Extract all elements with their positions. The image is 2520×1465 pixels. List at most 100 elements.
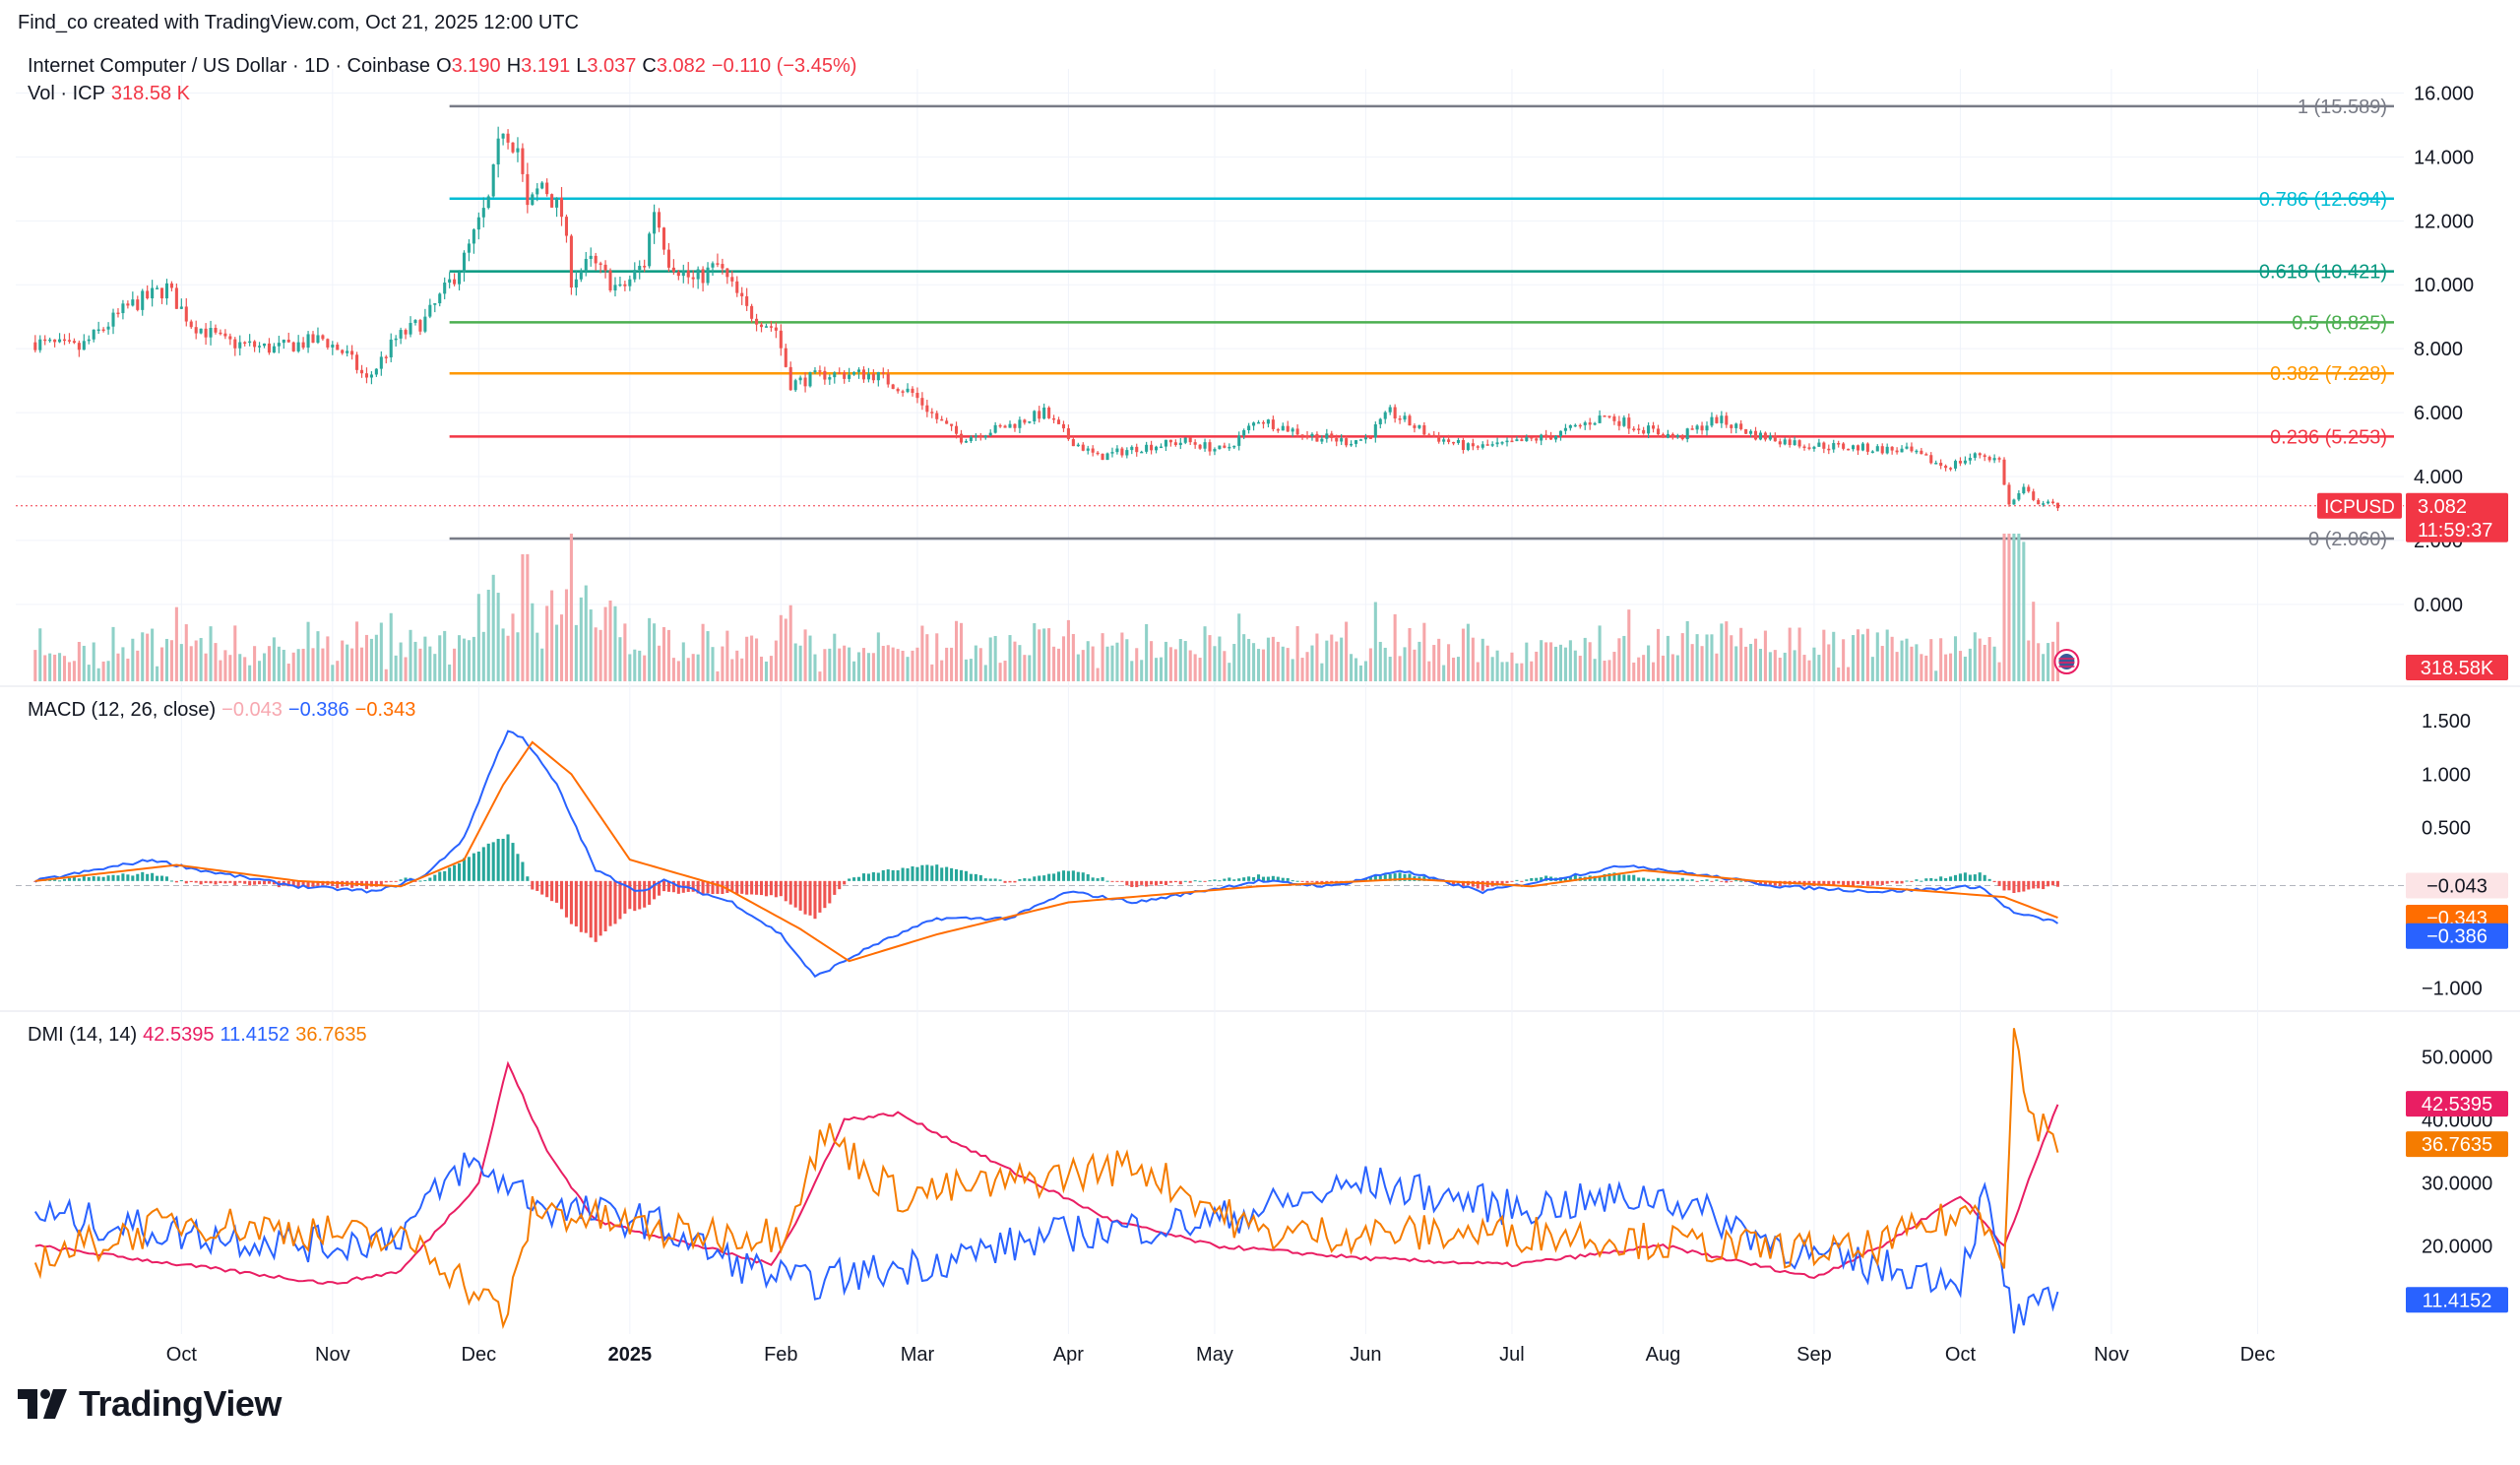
volume-bar	[896, 649, 900, 681]
macd-histogram-bar	[1797, 880, 1801, 884]
macd-histogram-bar	[1827, 880, 1831, 886]
macd-histogram-bar	[1145, 880, 1149, 887]
macd-histogram-bar	[1832, 880, 1836, 886]
volume-bar	[750, 635, 754, 681]
macd-histogram-bar	[248, 880, 252, 886]
volume-bar	[286, 664, 290, 681]
candle-body	[1978, 453, 1982, 456]
macd-histogram-bar	[1944, 877, 1948, 881]
volume-bar	[540, 648, 544, 681]
candle-body	[1398, 418, 1402, 420]
candle-body	[706, 267, 710, 284]
candle-body	[1286, 425, 1290, 432]
macd-histogram-bar	[92, 876, 95, 881]
candle-body	[2017, 492, 2021, 500]
volume-bar	[418, 648, 422, 681]
volume-bar	[1383, 647, 1387, 681]
macd-histogram-bar	[643, 880, 647, 908]
volume-bar	[467, 640, 471, 681]
macd-histogram-bar	[861, 873, 866, 881]
candle-body	[1427, 434, 1431, 436]
candle-body	[1647, 425, 1651, 434]
macd-histogram-bar	[501, 838, 505, 881]
legend-dmi[interactable]: DMI (14, 14) 42.5395 11.4152 36.7635	[28, 1024, 373, 1047]
candle-body	[253, 341, 257, 348]
volume-bar	[2032, 602, 2036, 681]
candle-body	[1476, 446, 1480, 448]
candle-body	[1368, 437, 1372, 439]
candle-body	[1247, 425, 1251, 431]
volume-bar	[798, 645, 802, 681]
tradingview-logo[interactable]: TradingView	[18, 1383, 282, 1425]
volume-bar	[1725, 621, 1729, 681]
candle-body	[511, 142, 515, 153]
volume-bar	[156, 666, 159, 681]
macd-histogram-bar	[1734, 880, 1738, 882]
volume-bar	[1568, 640, 1572, 681]
legend-price[interactable]: Internet Computer / US Dollar · 1D · Coi…	[28, 55, 857, 77]
volume-bar	[818, 671, 822, 681]
legend-macd[interactable]: MACD (12, 26, close) −0.043 −0.386 −0.343	[28, 699, 421, 722]
macd-histogram-bar	[833, 880, 837, 895]
candle-body	[1827, 448, 1831, 451]
volume-bar	[871, 653, 875, 681]
volume-bar	[545, 605, 549, 681]
macd-histogram-bar	[550, 880, 554, 902]
candle-body	[1598, 415, 1602, 423]
macd-histogram-bar	[993, 878, 997, 881]
candle-body	[346, 350, 349, 353]
macd-histogram-bar	[788, 880, 792, 905]
macd-histogram-bar	[111, 874, 115, 881]
legend-volume[interactable]: Vol · ICP 318.58 K	[28, 83, 196, 105]
macd-histogram-bar	[2042, 880, 2046, 890]
volume-bar	[1115, 642, 1119, 681]
candle-body	[496, 138, 500, 165]
adx-badge: 42.5395	[2422, 1094, 2492, 1115]
volume-bar	[511, 613, 515, 681]
volume-bar	[1920, 654, 1923, 681]
macd-histogram-bar	[1061, 870, 1066, 881]
candle-body	[1071, 439, 1075, 447]
volume-bar	[1066, 619, 1070, 681]
volume-bar	[725, 630, 729, 681]
macd-histogram-bar	[1870, 880, 1874, 886]
macd-hist-badge: −0.043	[2426, 875, 2488, 897]
volume-bar	[1865, 628, 1869, 681]
volume-bar	[1330, 634, 1334, 681]
macd-histogram-bar	[1627, 874, 1631, 881]
volume-bar	[755, 638, 759, 681]
candle-body	[1788, 439, 1792, 446]
candle-body	[209, 328, 213, 338]
volume-bar	[838, 648, 842, 681]
volume-bar	[472, 636, 475, 681]
candle-body	[896, 388, 900, 392]
last-price-badge-bg	[2406, 492, 2508, 542]
macd-histogram-bar	[1530, 877, 1534, 881]
volume-bar	[589, 609, 593, 681]
volume-bar	[1042, 628, 1046, 681]
macd-histogram-bar	[467, 857, 471, 881]
macd-histogram-bar	[1203, 880, 1207, 882]
macd-histogram-bar	[253, 880, 257, 885]
candle-body	[48, 339, 52, 342]
candle-body	[341, 350, 345, 353]
candle-body	[1310, 433, 1314, 437]
macd-histogram-bar	[1915, 879, 1919, 881]
volume-bar	[2012, 534, 2016, 681]
macd-histogram-bar	[179, 880, 183, 882]
candle-body	[1164, 439, 1167, 447]
macd-histogram-bar	[657, 880, 662, 896]
candle-body	[1725, 415, 1729, 425]
candle-body	[745, 295, 749, 306]
volume-bar	[1875, 632, 1879, 681]
candle-body	[384, 356, 388, 358]
volume-bar	[950, 647, 954, 681]
volume-bar	[1705, 634, 1709, 681]
volume-bar	[1870, 657, 1874, 681]
volume-bar	[935, 633, 939, 681]
volume-bar	[1652, 662, 1656, 681]
minus-di-value: 36.7635	[295, 1024, 367, 1046]
volume-bar	[1520, 663, 1524, 681]
candle-body	[974, 435, 977, 437]
